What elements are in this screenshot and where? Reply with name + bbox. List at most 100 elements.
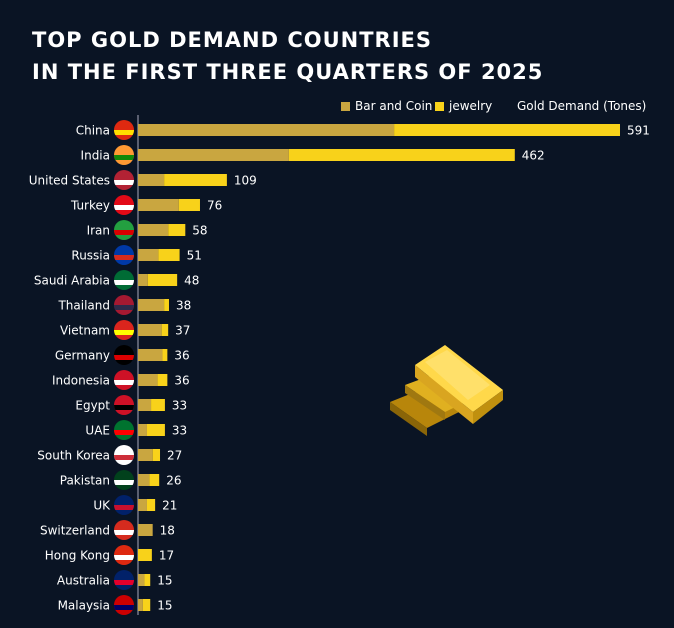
- value-label: 26: [166, 474, 181, 488]
- bar-coin-bar: [138, 124, 395, 136]
- jewelry-bar: [161, 324, 169, 336]
- jewelry-bar: [168, 224, 186, 236]
- chart-subtitle: IN THE FIRST THREE QUARTERS OF 2025: [32, 60, 544, 84]
- legend-jewelry: jewelry: [435, 99, 492, 113]
- jewelry-bar: [146, 424, 165, 436]
- category-label: Australia: [57, 574, 110, 588]
- chart-title: TOP GOLD DEMAND COUNTRIES: [32, 28, 433, 52]
- bar-coin-bar: [138, 474, 150, 486]
- jewelry-bar: [146, 499, 156, 511]
- jewelry-bar: [152, 449, 161, 461]
- bar-coin-bar: [138, 374, 158, 386]
- bar-coin-bar: [138, 449, 153, 461]
- bar-coin-bar: [138, 499, 147, 511]
- flag-stripe: [114, 230, 134, 235]
- category-label: China: [76, 124, 110, 138]
- category-label: UK: [93, 499, 111, 513]
- bar-coin-bar: [138, 149, 289, 161]
- flag-stripe: [114, 255, 134, 260]
- value-label: 27: [167, 449, 182, 463]
- value-label: 462: [522, 149, 545, 163]
- value-label: 51: [187, 249, 202, 263]
- flag-stripe: [114, 155, 134, 160]
- category-label: Malaysia: [58, 599, 110, 613]
- category-label: Germany: [55, 349, 110, 363]
- bar-coin-bar: [138, 424, 147, 436]
- flag-stripe: [114, 580, 134, 585]
- gold-bars-illustration: [390, 345, 503, 436]
- bar-coin-bar: [138, 274, 148, 286]
- category-label: Iran: [87, 224, 110, 238]
- value-label: 48: [184, 274, 199, 288]
- category-label: Hong Kong: [45, 549, 110, 563]
- category-label: Saudi Arabia: [34, 274, 110, 288]
- jewelry-bar: [157, 374, 168, 386]
- flag-stripe: [114, 205, 134, 210]
- flag-stripe: [114, 355, 134, 360]
- value-label: 15: [157, 574, 172, 588]
- flag-stripe: [114, 130, 134, 135]
- category-label: Thailand: [57, 299, 110, 313]
- flag-stripe: [114, 555, 134, 560]
- category-label: Vietnam: [60, 324, 110, 338]
- flag-stripe: [114, 330, 134, 335]
- value-label: 38: [176, 299, 191, 313]
- bar-coin-bar: [138, 574, 145, 586]
- jewelry-bar: [162, 349, 168, 361]
- legend-swatch-bar-coin: [341, 101, 350, 111]
- bar-coin-bar: [138, 349, 163, 361]
- value-label: 76: [207, 199, 222, 213]
- value-label: 18: [160, 524, 175, 538]
- jewelry-bar: [138, 549, 152, 561]
- jewelry-bar: [149, 474, 160, 486]
- legend-label: jewelry: [449, 99, 493, 113]
- jewelry-bar: [164, 174, 227, 186]
- jewelry-bar: [144, 574, 151, 586]
- flag-stripe: [114, 455, 134, 460]
- legend-label: Bar and Coin: [355, 99, 433, 113]
- category-label: Russia: [71, 249, 110, 263]
- jewelry-bar: [158, 249, 180, 261]
- value-label: 36: [174, 374, 189, 388]
- legend-swatch-jewelry: [435, 101, 444, 111]
- flag-stripe: [114, 530, 134, 535]
- flag-stripe: [114, 430, 134, 435]
- legend-bar-coin: Bar and Coin: [341, 99, 432, 113]
- flag-stripe: [114, 505, 134, 510]
- bar-coin-bar: [138, 199, 179, 211]
- bar-coin-bar: [138, 249, 159, 261]
- bar-coin-bar: [138, 174, 165, 186]
- flag-stripe: [114, 380, 134, 385]
- bar-coin-bar: [138, 299, 165, 311]
- bar-coin-bar: [138, 399, 152, 411]
- bar-coin-bar: [138, 324, 162, 336]
- jewelry-bar: [394, 124, 620, 136]
- category-label: Pakistan: [60, 474, 110, 488]
- value-label: 591: [627, 124, 650, 138]
- bar-coin-bar: [138, 224, 169, 236]
- value-label: 33: [172, 424, 187, 438]
- jewelry-bar: [147, 274, 178, 286]
- category-label: UAE: [85, 424, 110, 438]
- value-label: 17: [159, 549, 174, 563]
- category-label: South Korea: [37, 449, 110, 463]
- flag-stripe: [114, 405, 134, 410]
- category-label: India: [81, 149, 110, 163]
- category-label: United States: [29, 174, 110, 188]
- category-label: Indonesia: [52, 374, 110, 388]
- flag-stripe: [114, 605, 134, 610]
- jewelry-bar: [288, 149, 515, 161]
- jewelry-bar: [178, 199, 200, 211]
- category-label: Egypt: [75, 399, 110, 413]
- value-label: 15: [157, 599, 172, 613]
- bar-coin-bar: [138, 524, 153, 536]
- flag-stripe: [114, 180, 134, 185]
- value-label: 21: [162, 499, 177, 513]
- value-label: 36: [174, 349, 189, 363]
- flag-stripe: [114, 305, 134, 310]
- bar-coin-bar: [138, 599, 143, 611]
- legend-title: Gold Demand (Tones): [517, 99, 647, 113]
- flag-stripe: [114, 480, 134, 485]
